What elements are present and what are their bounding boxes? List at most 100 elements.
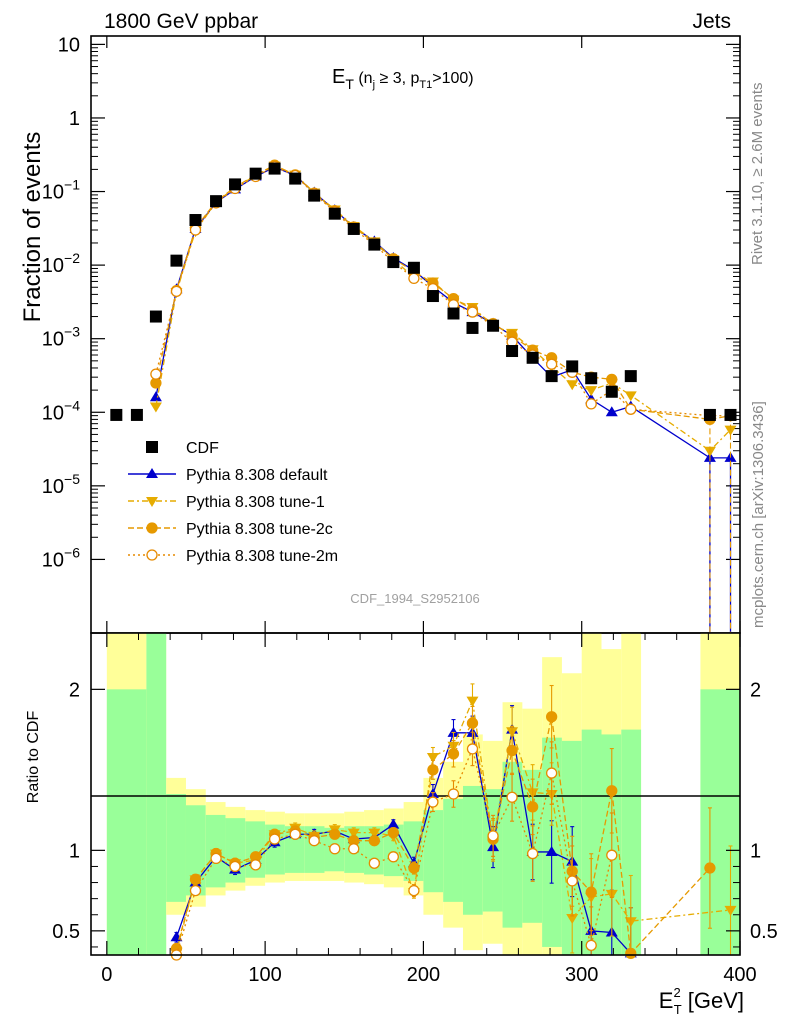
point-cdf (130, 408, 143, 421)
main-title: ET (nj ≥ 3, pT1>100) (332, 66, 474, 92)
main-y-tick-label: 10−3 (42, 324, 80, 351)
ratio-band-inner (621, 729, 642, 955)
ratio-point-tune1 (566, 913, 579, 924)
ratio-point-tune2c (606, 785, 618, 797)
title-sub: T (345, 76, 354, 92)
ratio-band-inner (166, 794, 186, 902)
point-cdf (189, 214, 202, 227)
ratio-point-tune2c (447, 748, 460, 760)
point-cdf (149, 310, 162, 323)
ratio-band-inner (185, 805, 206, 896)
ratio-point-tune1 (466, 696, 479, 707)
ratio-point-tune2m (606, 849, 618, 861)
point-tune2m (150, 368, 162, 380)
ratio-point-tune2m (368, 857, 380, 869)
point-tune1 (149, 402, 162, 413)
point-cdf (545, 370, 558, 383)
ratio-point-tune2c (329, 828, 341, 840)
ratio-y-tick-label-right: 1 (750, 840, 761, 862)
point-cdf (506, 345, 519, 358)
series-line-tune1 (155, 164, 731, 452)
title-t1: T1 (419, 79, 432, 91)
point-cdf (585, 372, 598, 385)
ratio-point-tune1 (724, 905, 737, 916)
point-cdf (368, 238, 381, 251)
point-cdf (624, 370, 637, 383)
point-tune1 (566, 380, 579, 391)
main-y-tick-label: 1 (69, 108, 80, 130)
point-cdf (703, 408, 716, 421)
ratio-point-tune2m (566, 875, 578, 887)
ratio-y-tick-label: 1 (69, 840, 80, 862)
ratio-point-tune1 (347, 828, 360, 839)
ratio-point-tune2m (387, 851, 399, 863)
point-cdf (407, 261, 420, 274)
ratio-y-tick-label: 0.5 (52, 921, 80, 943)
ratio-point-tune2c (466, 717, 479, 729)
ratio-point-tune2c (368, 835, 380, 847)
header-left: 1800 GeV ppbar (104, 10, 258, 33)
ratio-point-default (447, 726, 460, 737)
ratio-point-tune2c (506, 744, 518, 757)
point-tune2m (170, 285, 183, 297)
ratio-point-tune2m (348, 843, 360, 855)
point-cdf (289, 172, 302, 185)
point-cdf (466, 321, 479, 334)
main-y-tick-label: 10−4 (42, 397, 80, 424)
xlabel-sup: 2 (673, 985, 680, 1000)
ratio-band-inner (106, 689, 147, 955)
ratio-point-tune1 (368, 828, 381, 839)
point-cdf (605, 385, 618, 398)
legend-marker-tune1 (146, 497, 158, 507)
main-y-label: Fraction of events (19, 132, 46, 323)
ratio-point-tune1 (426, 752, 439, 763)
point-tune2m (625, 403, 637, 415)
ratio-point-tune2m (329, 843, 341, 855)
ratio-x-tick-label: 300 (565, 964, 598, 986)
ratio-plot: 0.5 0.5 1 1 2 2 0 100 200 300 400 (52, 632, 778, 986)
main-y-tick-label: 10 (58, 34, 80, 56)
ratio-uncertainty-bands (106, 633, 740, 955)
point-cdf (347, 222, 360, 235)
ratio-band-inner (581, 729, 602, 955)
legend-label: Pythia 8.308 tune-2c (186, 521, 333, 538)
point-cdf (170, 254, 183, 267)
ratio-point-tune2m (189, 884, 202, 897)
ratio-band-inner (383, 824, 404, 877)
ratio-band-inner (462, 785, 483, 915)
point-tune2m (408, 272, 420, 285)
ratio-band-inner (423, 810, 444, 893)
point-cdf (487, 319, 500, 332)
point-tune1 (624, 391, 637, 402)
ratio-point-tune2m (487, 830, 499, 842)
point-cdf (110, 408, 123, 421)
xlabel-unit: [GeV] (682, 988, 744, 1013)
ratio-band-inner (146, 633, 167, 955)
title-main: E (332, 66, 345, 88)
point-cdf (566, 360, 579, 373)
ratio-point-tune2m (585, 939, 597, 951)
ratio-point-tune2c (545, 711, 558, 723)
ratio-point-tune2c (189, 873, 202, 885)
legend-marker-cdf (146, 441, 158, 453)
ratio-point-tune2c (387, 826, 399, 839)
title-paren: (n (354, 70, 373, 87)
main-y-tick-label: 10−6 (42, 544, 80, 571)
point-tune1 (585, 386, 598, 397)
point-tune2c (606, 373, 618, 386)
point-cdf (249, 167, 262, 180)
ratio-y-tick-label-right: 2 (750, 679, 761, 701)
ratio-y-tick-label-right: 0.5 (750, 921, 778, 943)
point-cdf (447, 307, 460, 320)
point-cdf (210, 195, 223, 208)
ratio-point-tune2m (289, 828, 301, 840)
ratio-point-tune2m (268, 833, 281, 845)
mcplots-label: mcplots.cern.ch [arXiv:1306.3436] (750, 401, 767, 628)
point-tune2m (585, 398, 597, 410)
x-axis-label: E2 T [GeV] (659, 985, 744, 1017)
ratio-point-tune2m (210, 852, 222, 865)
ratio-y-tick-label: 2 (69, 679, 80, 701)
point-default (149, 391, 162, 402)
series-line-tune2c (155, 164, 731, 421)
ratio-x-tick-label: 0 (101, 964, 112, 986)
